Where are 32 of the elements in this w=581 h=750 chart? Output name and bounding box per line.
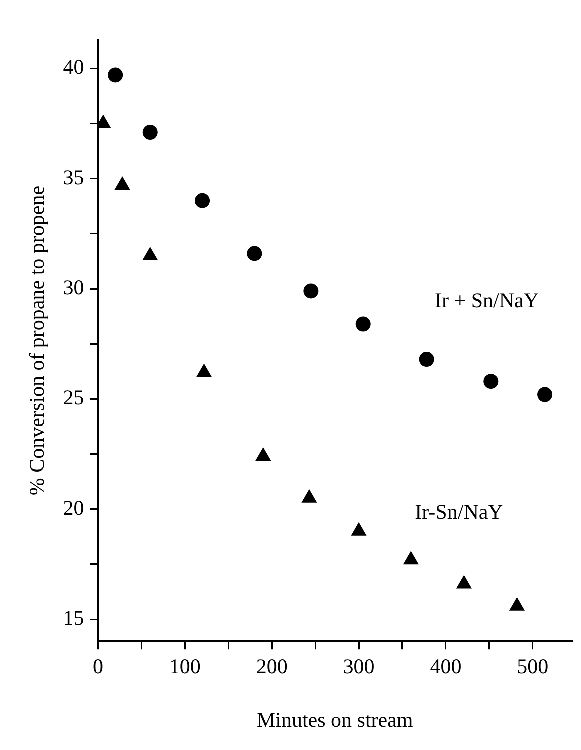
x-tick-label: 100: [169, 654, 201, 679]
point: [352, 522, 366, 536]
point: [196, 364, 212, 378]
point: [484, 374, 499, 390]
point: [538, 387, 553, 402]
series-label: Ir + Sn/NaY: [435, 288, 540, 312]
y-tick-label: 15: [63, 606, 84, 630]
x-axis-title: Minutes on stream: [256, 708, 414, 732]
x-tick-label: 500: [517, 654, 549, 679]
point: [108, 68, 124, 83]
y-axis-title: % Conversion of propane to propene: [25, 186, 50, 496]
point: [456, 576, 472, 589]
series-label: Ir-Sn/NaY: [415, 500, 504, 524]
point: [256, 448, 271, 461]
point: [356, 316, 371, 332]
y-tick-label: 30: [63, 276, 84, 300]
point: [302, 490, 317, 503]
y-tick-label: 40: [63, 55, 84, 80]
y-tick-label: 20: [63, 496, 84, 520]
y-tick-label: 35: [63, 165, 84, 190]
point: [195, 193, 210, 208]
point: [247, 246, 262, 262]
x-tick-label: 200: [256, 654, 288, 679]
y-tick-label: 25: [63, 386, 84, 410]
point: [142, 125, 158, 140]
point: [419, 352, 434, 368]
x-tick-label: 400: [430, 654, 462, 679]
x-tick-label: 0: [92, 654, 104, 679]
x-tick-label: 300: [343, 654, 375, 679]
point: [404, 552, 419, 565]
point: [304, 284, 319, 299]
point: [510, 598, 525, 611]
